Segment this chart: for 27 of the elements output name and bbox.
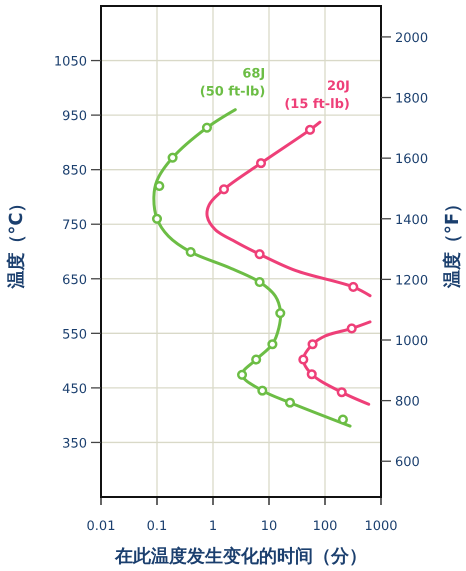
y2-axis-title: 温度（°F） (442, 194, 463, 290)
text: 68J (50 ft-lb) (200, 66, 266, 100)
x-axis-title: 在此温度发生变化的时间（分） (114, 546, 367, 567)
y2-tick-label: 1200 (395, 273, 428, 288)
y-tick-label: 750 (62, 218, 87, 234)
y-tick-label: 1050 (54, 54, 87, 70)
text: 20J (15 ft-lb) (284, 79, 350, 112)
x-tick-label: 0.01 (86, 519, 116, 534)
y-tick-label: 650 (62, 272, 87, 288)
x-tick-label: 10 (260, 519, 278, 534)
y-tick-label: 350 (62, 436, 87, 452)
y2-tick-label: 600 (395, 455, 420, 470)
y-tick-label: 850 (62, 164, 87, 179)
y-tick-label: 450 (62, 382, 87, 397)
x-tick-label: 0.1 (146, 519, 168, 534)
y2-tick-label: 2000 (395, 30, 428, 46)
x-tick-label: 1 (208, 519, 218, 534)
y-axis-title: 温度（°C） (6, 194, 27, 290)
y2-tick-label: 1000 (395, 334, 428, 349)
x-tick-label: 100 (312, 519, 338, 534)
y2-tick-label: 1400 (395, 212, 428, 228)
y2-tick-label: 1800 (395, 92, 428, 107)
y2-tick-label: 800 (395, 394, 420, 410)
y-tick-label: 950 (62, 109, 87, 124)
y-tick-label: 550 (62, 327, 87, 342)
x-tick-label: 1000 (364, 519, 398, 534)
y2-tick-label: 1600 (395, 152, 428, 168)
